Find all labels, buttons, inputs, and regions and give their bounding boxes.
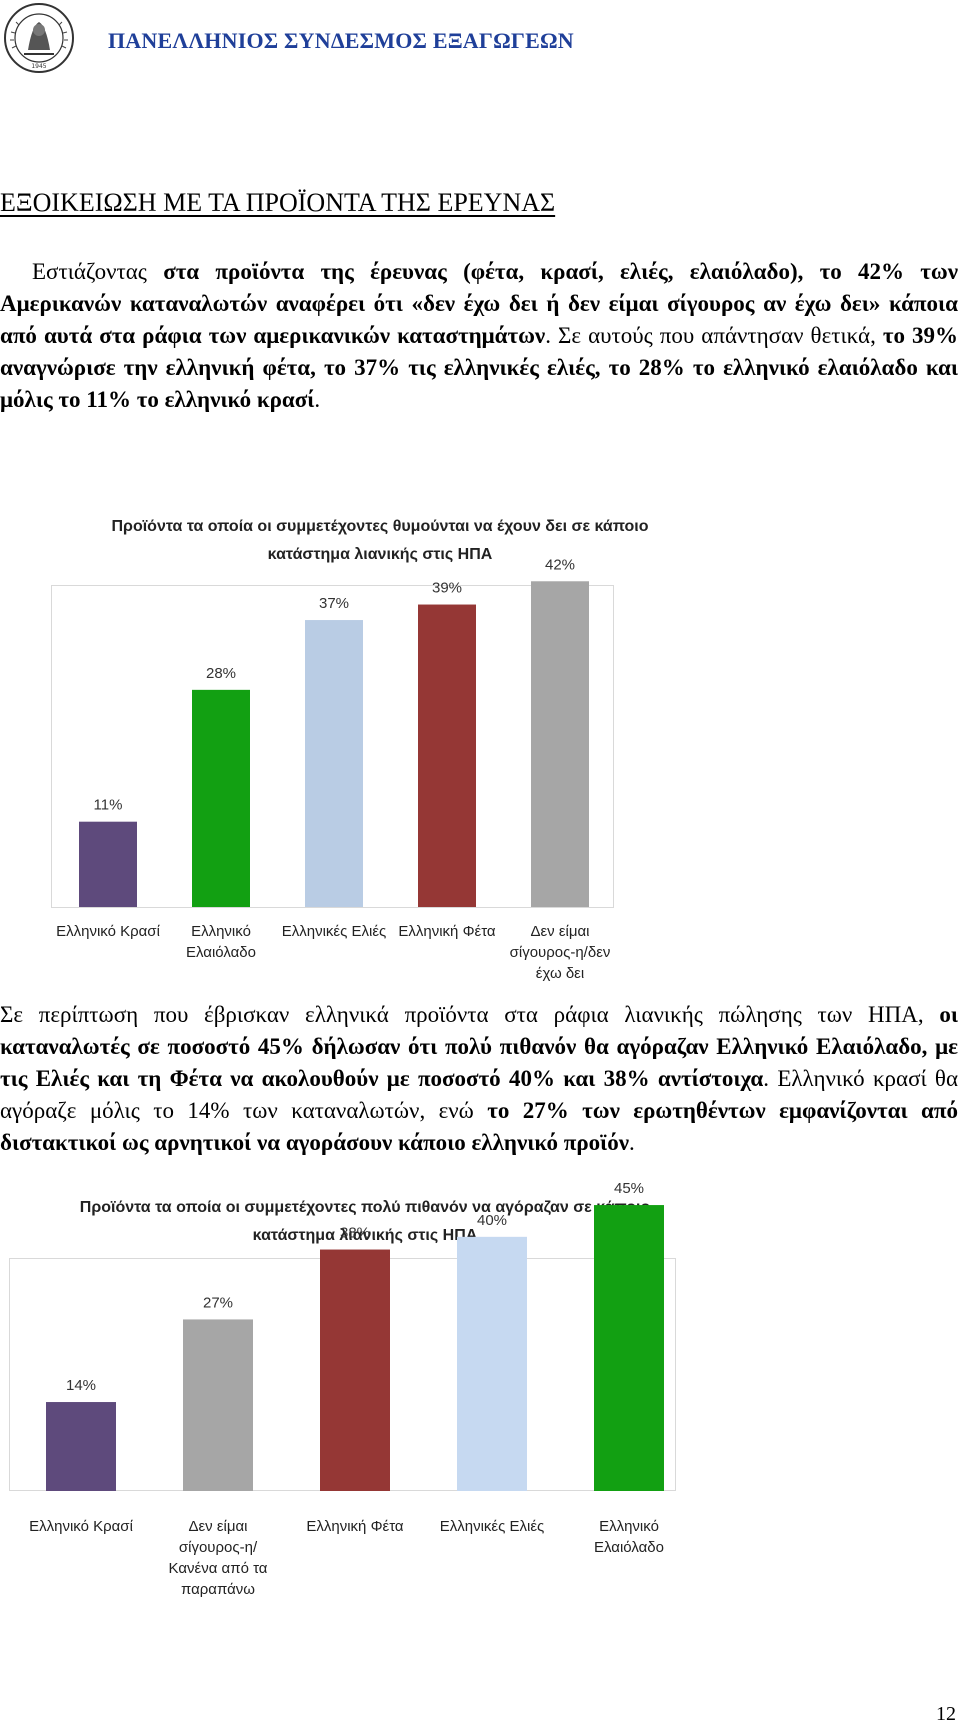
text-run: . Ελληνικό κρασί θα αγόραζε μόλις το 14%… — [0, 1066, 959, 1123]
organization-name: ΠΑΝΕΛΛΗΝΙΟΣ ΣΥΝΔΕΣΜΟΣ ΕΞΑΓΩΓΕΩΝ — [108, 28, 574, 53]
bold-text-run: το 27% των ερωτηθέντων εμφανίζονται από … — [0, 1098, 958, 1155]
chart2-category-label-1: Ελληνικό Κρασί — [29, 1518, 133, 1535]
chart2-category-label-2: παραπάνω — [181, 1581, 255, 1598]
chart2-category-label-4: Ελληνικές Ελιές — [440, 1518, 545, 1535]
chart1-category-label-1: Ελληνικό Κρασί — [56, 923, 160, 940]
chart1-bar-2 — [192, 689, 250, 907]
chart1-category-label-2: Ελληνικό — [191, 923, 251, 940]
svg-text:1945: 1945 — [31, 63, 46, 70]
chart1-category-label-2: Ελαιόλαδο — [186, 944, 256, 961]
chart1-bar-3 — [305, 620, 363, 907]
chart1-data-label-2: 28% — [206, 665, 236, 682]
chart2-category-label-3: Ελληνική Φέτα — [306, 1518, 404, 1535]
chart2-data-label-5: 45% — [614, 1180, 644, 1197]
bold-text-run: το 39% αναγνώρισε την ελληνική φέτα, το … — [0, 323, 959, 412]
chart1-data-label-3: 37% — [319, 595, 349, 612]
chart2-bar-3 — [320, 1249, 390, 1491]
chart2-category-label-5: Ελαιόλαδο — [594, 1539, 664, 1556]
text-run: . — [314, 387, 321, 412]
chart1-category-label-5: έχω δει — [536, 965, 584, 982]
chart1-bar-chart: 11% Ελληνικό Κρασί 28% Ελληνικό Ελαιόλαδο 37%… — [56, 556, 611, 982]
chart1-bar-1 — [79, 821, 137, 907]
chart2-category-label-2: Κανένα από τα — [169, 1560, 268, 1577]
intro-paragraph: Εστιάζοντας στα προϊόντα της έρευνας (φέ… — [0, 256, 958, 416]
chart2-title: Προϊόντα τα οποία οι συμμετέχοντες πολύ … — [79, 1199, 651, 1244]
association-seal-icon: 1945 — [4, 3, 74, 73]
text-run: . — [629, 1130, 635, 1155]
page-number: 12 — [936, 1703, 956, 1725]
chart1-bar-5 — [531, 581, 589, 907]
chart1-category-label-3: Ελληνικές Ελιές — [282, 923, 387, 940]
chart1-category-label-4: Ελληνική Φέτα — [398, 923, 496, 940]
chart1-category-label-5: Δεν είμαι — [530, 923, 589, 940]
chart1-title: Προϊόντα τα οποία οι συμμετέχοντες θυμού… — [111, 518, 649, 563]
chart2-bar-4 — [457, 1236, 527, 1491]
chart2-bar-5 — [594, 1205, 664, 1491]
chart1-plot-area — [51, 585, 614, 908]
chart2-category-label-5: Ελληνικό — [599, 1518, 659, 1535]
chart1-data-label-1: 11% — [94, 797, 123, 814]
chart1-bar-4 — [418, 604, 476, 907]
page-header: 1945 ΠΑΝΕΛΛΗΝΙΟΣ ΣΥΝΔΕΣΜΟΣ ΕΞΑΓΩΓΕΩΝ — [0, 0, 960, 80]
chart2-bar-2 — [183, 1319, 253, 1491]
chart2-data-label-4: 40% — [477, 1212, 507, 1229]
section-title: ΕΞΟΙΚΕΙΩΣΗ ΜΕ ΤΑ ΠΡΟΪΟΝΤΑ ΤΗΣ ΕΡΕΥΝΑΣ — [0, 188, 556, 217]
text-run: Σε περίπτωση που έβρισκαν ελληνικά προϊό… — [0, 1002, 940, 1027]
chart2-data-label-1: 14% — [66, 1377, 96, 1394]
chart1-category-label-5: σίγουρος-η/δεν — [510, 944, 611, 961]
chart2-category-label-2: Δεν είμαι — [188, 1518, 247, 1535]
chart2-data-label-3: 38% — [340, 1225, 370, 1242]
chart1-data-label-4: 39% — [432, 580, 462, 597]
chart2-data-label-2: 27% — [203, 1294, 233, 1311]
purchase-paragraph: Σε περίπτωση που έβρισκαν ελληνικά προϊό… — [0, 999, 958, 1159]
text-run: Εστιάζοντας — [32, 259, 164, 284]
chart2-category-label-2: σίγουρος-η/ — [179, 1539, 258, 1556]
bold-text-run: στα προϊόντα της έρευνας (φέτα, κρασί, ε… — [0, 259, 958, 348]
text-run: . Σε αυτούς που απάντησαν θετικά, — [545, 323, 883, 348]
bold-text-run: οι καταναλωτές σε ποσοστό 45% δήλωσαν ότ… — [0, 1002, 958, 1091]
chart2-bar-1 — [46, 1402, 116, 1491]
chart1-data-label-5: 42% — [545, 556, 575, 573]
